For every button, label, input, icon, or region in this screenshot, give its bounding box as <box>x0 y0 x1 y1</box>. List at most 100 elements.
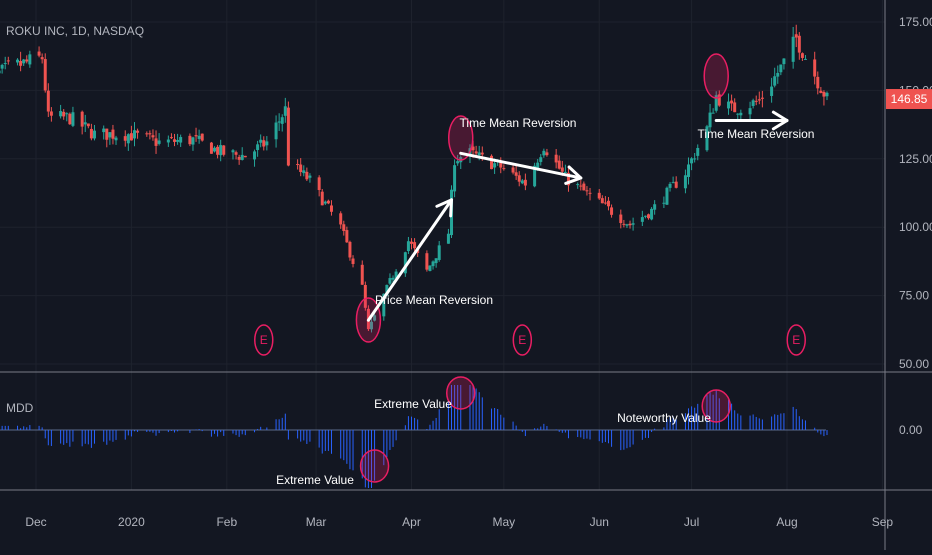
earnings-label: E <box>518 333 526 347</box>
candle <box>770 77 774 103</box>
candle <box>71 106 75 128</box>
candle <box>262 136 266 151</box>
earnings-marker-0[interactable]: E <box>254 324 274 356</box>
candle-body <box>262 140 266 147</box>
candle <box>779 64 783 76</box>
candle-body <box>351 258 355 264</box>
arrow-head <box>435 198 454 208</box>
earnings-label: E <box>260 333 268 347</box>
candle <box>59 104 63 119</box>
candle <box>339 211 343 229</box>
candle-body <box>446 233 450 244</box>
candle-body <box>323 201 327 204</box>
candle-body <box>773 76 777 86</box>
candle <box>453 159 457 198</box>
candle <box>625 223 629 228</box>
candle <box>406 236 410 255</box>
last-price-bg <box>886 89 932 110</box>
candle <box>345 226 349 243</box>
candle <box>92 124 96 141</box>
arrow-head <box>564 176 583 185</box>
candle-body <box>391 277 395 280</box>
candle-body <box>80 111 84 127</box>
candle <box>83 114 87 133</box>
candle-body <box>520 180 524 184</box>
osc-highlight-1 <box>445 376 476 410</box>
candle-body <box>382 293 386 317</box>
time-tick-label: 2020 <box>118 515 145 529</box>
candles-layer <box>0 24 829 333</box>
candle <box>736 113 740 120</box>
candle-body <box>791 36 795 62</box>
candle <box>619 209 623 229</box>
candle-body <box>253 151 257 160</box>
candle-body <box>123 136 127 141</box>
candle <box>640 210 644 226</box>
candle-body <box>576 184 580 186</box>
candle-body <box>514 172 518 176</box>
candle-body <box>585 190 589 192</box>
arrow-head <box>449 198 454 218</box>
candle-body <box>560 167 564 172</box>
candle <box>105 128 109 148</box>
candle <box>514 165 518 180</box>
candle <box>822 90 826 106</box>
candle <box>280 114 284 132</box>
candle <box>545 148 549 157</box>
candle-body <box>191 137 195 145</box>
candle <box>499 157 503 174</box>
candle <box>708 104 712 132</box>
candle <box>668 181 672 192</box>
candle <box>231 149 235 160</box>
arrow-shaft <box>459 151 583 180</box>
candle <box>243 155 247 158</box>
earnings-badge[interactable] <box>254 324 274 356</box>
candle <box>188 133 192 147</box>
candle <box>606 197 610 211</box>
candle-body <box>176 140 180 142</box>
candle <box>253 149 257 167</box>
candle-body <box>209 142 213 154</box>
candle-body <box>0 64 4 69</box>
candle <box>579 179 583 191</box>
candle-body <box>234 152 238 155</box>
candle <box>179 134 183 147</box>
candle-body <box>157 140 161 144</box>
candle-body <box>216 146 220 155</box>
candle <box>154 130 158 154</box>
candle-body <box>43 59 47 91</box>
candle-body <box>474 151 478 154</box>
earnings-marker-2[interactable]: E <box>786 324 806 356</box>
earnings-badge[interactable] <box>786 324 806 356</box>
candle <box>305 167 309 181</box>
candle <box>25 55 29 64</box>
candle <box>46 83 50 118</box>
candle-body <box>169 137 173 139</box>
candle-body <box>813 59 817 77</box>
arrow-label: Time Mean Reversion <box>698 127 815 141</box>
candle <box>631 217 635 231</box>
arrow-layer: Price Mean Reversion Time Mean Reversion T… <box>366 110 815 322</box>
candle-body <box>748 108 752 115</box>
earnings-marker-1[interactable]: E <box>512 324 533 356</box>
candle-body <box>65 113 69 115</box>
candle-body <box>179 137 183 143</box>
candle <box>711 108 715 114</box>
candle-body <box>803 58 807 60</box>
candle-body <box>640 217 644 222</box>
candle <box>588 187 592 201</box>
candle-body <box>265 141 269 146</box>
candle-body <box>588 192 592 194</box>
earnings-badge[interactable] <box>512 324 533 356</box>
arrow-head <box>771 118 789 131</box>
arrow-0: Price Mean Reversion <box>366 198 493 322</box>
candle-body <box>582 183 586 191</box>
candle <box>628 220 632 229</box>
candle-body <box>317 177 321 191</box>
candle-body <box>256 144 260 151</box>
candle <box>727 93 731 115</box>
candle-body <box>360 264 364 285</box>
candle-body <box>782 58 786 65</box>
